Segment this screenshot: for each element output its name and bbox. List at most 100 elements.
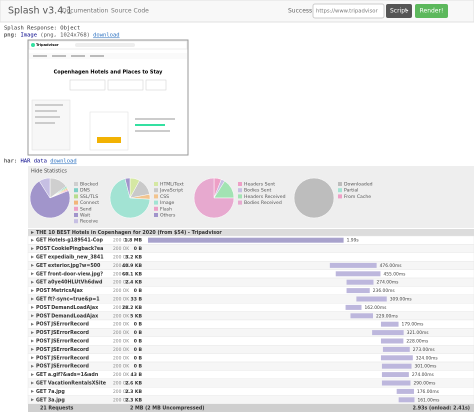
expand-icon (31, 272, 34, 276)
request-size: 0 B (134, 355, 143, 361)
legend-label: Receive (80, 219, 98, 225)
request-url[interactable]: 3a.jpg (48, 397, 65, 403)
timing-bar (380, 321, 399, 327)
legend-label: CSS (160, 194, 169, 200)
request-method[interactable]: POST (36, 330, 51, 336)
response-heading: Splash Response: Object (4, 26, 80, 32)
request-url[interactable]: VacationRentalsXSite (48, 381, 107, 387)
request-size: 0 B (134, 322, 143, 328)
legend-label: Bodies Sent (244, 188, 271, 194)
request-url[interactable]: JSErrorRecord (50, 364, 89, 370)
expand-icon (31, 289, 34, 293)
expand-icon (31, 255, 34, 259)
timing-bar (148, 237, 344, 243)
site-nav-item (71, 55, 85, 57)
request-status: 200 OK (113, 389, 129, 395)
site-nav-item (90, 55, 104, 57)
request-url[interactable]: DemandLoadAjax (51, 305, 99, 311)
card-rating (135, 124, 165, 126)
request-url[interactable]: JSErrorRecord (50, 322, 89, 328)
legend-label: Flash (160, 206, 172, 212)
request-url[interactable]: exterior.jpg?w=500 (48, 263, 101, 269)
request-url[interactable]: JSErrorRecord (50, 330, 89, 336)
statistics-toggle[interactable]: Hide Statistics (31, 169, 67, 175)
request-url[interactable]: Hotels-g189541-Cop (48, 238, 104, 244)
timing-bar (372, 330, 404, 336)
timing-label: 176.00ms (417, 389, 440, 395)
timing-label: 228.00ms (406, 339, 429, 345)
request-url[interactable]: JSErrorRecord (50, 347, 89, 353)
request-url[interactable]: a0ye40HLUtVh6dwd (48, 280, 103, 286)
timing-label: 476.00ms (380, 263, 403, 269)
request-url[interactable]: expediaib_new_3841 (48, 255, 104, 261)
legend-swatch (238, 182, 242, 186)
key: png: (4, 33, 17, 39)
script-button[interactable] (386, 4, 412, 18)
request-method[interactable]: POST (36, 246, 51, 252)
timing-bar (346, 288, 370, 294)
timing-label: 309.00ms (390, 297, 413, 303)
request-method[interactable]: GET (36, 238, 47, 244)
type: HAR data (21, 159, 48, 165)
request-url[interactable]: CookiePingback?ea (51, 246, 103, 252)
request-method[interactable]: GET (36, 263, 47, 269)
render-button[interactable] (415, 4, 448, 18)
request-row (27, 286, 474, 295)
legend-label: Image (160, 200, 175, 206)
legend-label: Headers Received (244, 194, 286, 200)
request-method[interactable]: GET (36, 271, 47, 277)
request-method[interactable]: POST (36, 305, 51, 311)
request-size: 2.6 KB (125, 381, 142, 387)
card-line (135, 118, 175, 120)
request-url[interactable]: 7a.jpg (48, 389, 65, 395)
request-url[interactable]: MetricsAjax (51, 288, 84, 294)
request-method[interactable]: GET (36, 280, 47, 286)
legend-label: Connect (80, 200, 99, 206)
request-url[interactable]: JSErrorRecord (50, 339, 89, 345)
request-method[interactable]: POST (36, 347, 51, 353)
request-status: 200 OK (113, 246, 129, 252)
timing-label: 455.00ms (383, 271, 406, 277)
request-url[interactable]: front-door-view.jpg? (48, 271, 103, 277)
request-method[interactable]: GET (36, 381, 47, 387)
request-method[interactable]: POST (36, 339, 51, 345)
request-size: 0 B (134, 347, 143, 353)
timing-label: 1.99s (347, 238, 360, 244)
link[interactable]: download (50, 159, 76, 165)
request-method[interactable]: GET (36, 389, 47, 395)
guest-box (145, 79, 167, 91)
brand[interactable]: Splash v3.4.1 (8, 6, 72, 17)
caret (406, 10, 409, 12)
timing-bar (329, 262, 377, 268)
request-method[interactable]: POST (36, 355, 51, 361)
request-url[interactable]: DemandLoadAjax (51, 313, 99, 319)
request-method[interactable]: POST (36, 288, 51, 294)
request-method[interactable]: GET (36, 255, 47, 261)
timing-bar (381, 380, 411, 386)
url-input[interactable] (312, 3, 385, 19)
request-method[interactable]: POST (36, 322, 51, 328)
request-method[interactable]: GET (36, 397, 47, 403)
nav-link[interactable]: Source Code (111, 8, 149, 15)
request-status: 200 OK (113, 364, 129, 370)
date-box (107, 79, 144, 91)
request-method[interactable]: POST (36, 313, 51, 319)
timing-label: 321.00ms (407, 330, 430, 336)
request-status: 200 OK (113, 288, 129, 294)
request-size: 40.9 KB (122, 263, 142, 269)
legend-label: HTML/Text (160, 182, 184, 188)
request-method[interactable]: POST (36, 364, 51, 370)
request-method[interactable]: GET (36, 372, 47, 378)
request-url[interactable]: a.gif?&ads=1&adn (48, 372, 99, 378)
request-size: 0 B (134, 339, 143, 345)
site-nav-item (33, 55, 47, 57)
request-url[interactable]: ft?-sync=true&p=1 (48, 297, 100, 303)
statistics-panel (28, 166, 474, 228)
timing-label: 290.00ms (413, 381, 436, 387)
request-method[interactable]: GET (36, 297, 47, 303)
nav-link[interactable]: Documentation (62, 8, 108, 15)
link[interactable]: download (93, 33, 120, 39)
legend-swatch (238, 194, 242, 199)
request-url[interactable]: JSErrorRecord (50, 355, 89, 361)
